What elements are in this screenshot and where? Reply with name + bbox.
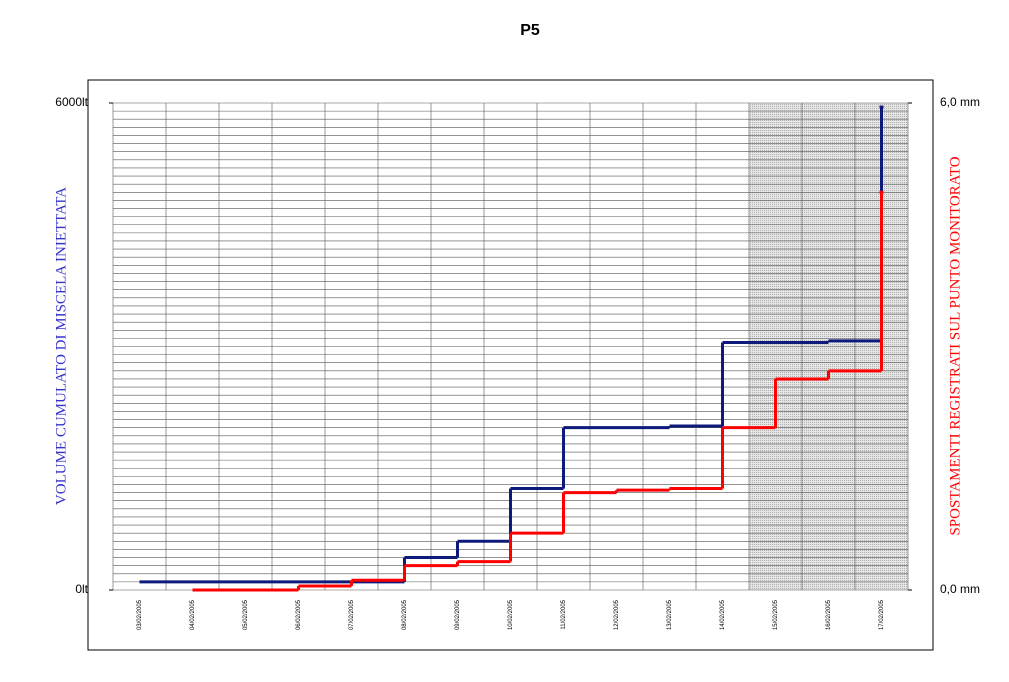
y-tick-label: 0lt <box>75 582 88 596</box>
x-tick-label: 03/02/2005 <box>137 599 143 630</box>
x-tick-label: 09/02/2005 <box>455 599 461 630</box>
x-tick-label: 16/02/2005 <box>826 599 832 630</box>
chart-title: P5 <box>520 22 540 39</box>
y2-axis-label: SPOSTAMENTI REGISTRATI SUL PUNTO MONITOR… <box>947 156 963 535</box>
x-tick-label: 07/02/2005 <box>349 599 355 630</box>
x-tick-label: 05/02/2005 <box>243 599 249 630</box>
x-tick-label: 08/02/2005 <box>402 599 408 630</box>
y-tick-label: 6000lt <box>55 95 88 109</box>
x-tick-label: 17/02/2005 <box>879 599 885 630</box>
x-tick-label: 11/02/2005 <box>561 599 567 629</box>
x-tick-label: 06/02/2005 <box>296 599 302 630</box>
frame <box>87 79 934 651</box>
x-tick-label: 04/02/2005 <box>190 599 196 630</box>
y2-tick-label: 6,0 mm <box>940 95 980 109</box>
y2-tick-label: 0,0 mm <box>940 582 980 596</box>
x-tick-label: 12/02/2005 <box>614 599 620 630</box>
x-tick-label: 14/02/2005 <box>720 599 726 630</box>
y-axis-label: VOLUME CUMULATO DI MISCELA INIETTATA <box>53 187 69 505</box>
x-tick-label: 10/02/2005 <box>508 599 514 630</box>
x-tick-label: 13/02/2005 <box>667 599 673 630</box>
x-tick-label: 15/02/2005 <box>773 599 779 630</box>
